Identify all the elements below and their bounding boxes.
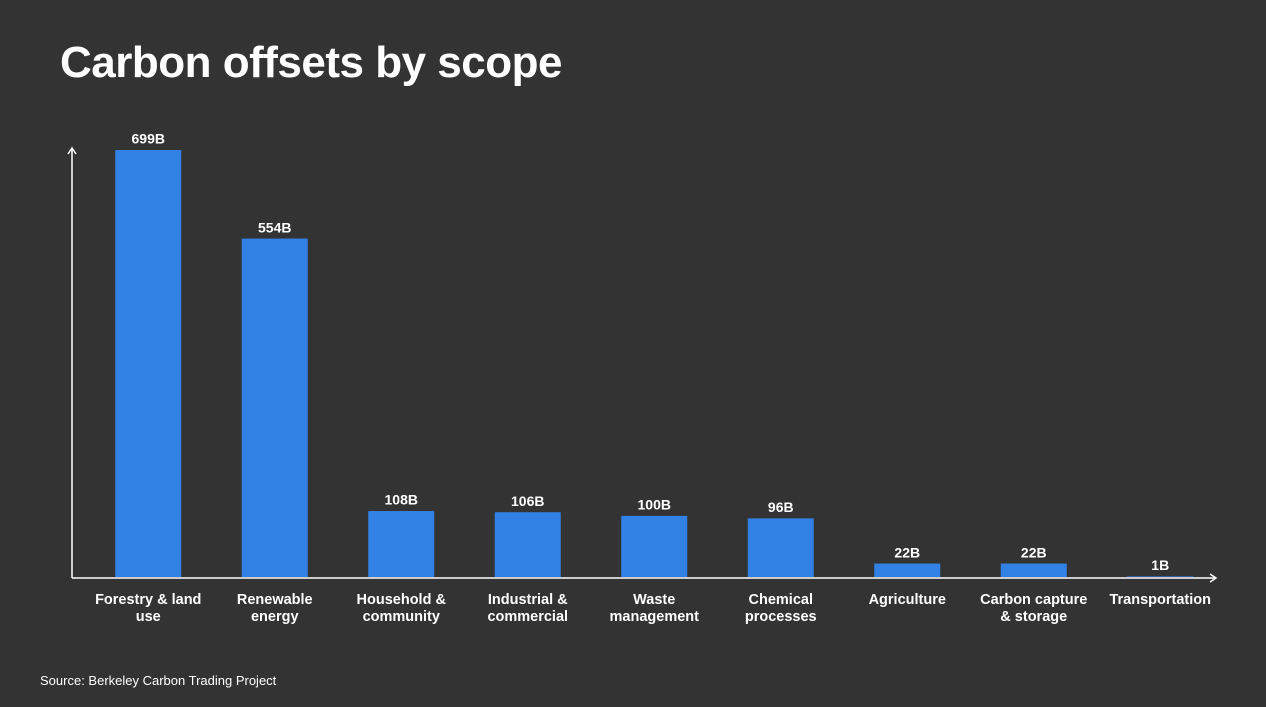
bar xyxy=(621,515,688,577)
x-tick-label: Carbon capture & storage xyxy=(980,592,1088,625)
value-label: 108B xyxy=(385,492,418,508)
x-tick-label: Transportation xyxy=(1109,592,1211,608)
x-tick-label: Chemical processes xyxy=(744,592,817,625)
bar xyxy=(494,512,561,577)
value-label: 22B xyxy=(1021,544,1047,560)
x-tick-label: Renewable energy xyxy=(236,592,313,625)
bar xyxy=(874,563,941,577)
bar xyxy=(241,238,308,577)
chart-title: Carbon offsets by scope xyxy=(60,38,562,87)
bar xyxy=(1000,563,1067,577)
value-label: 554B xyxy=(258,219,291,235)
x-tick-label: Forestry & land use xyxy=(95,592,202,625)
bar xyxy=(115,150,182,577)
value-label: 22B xyxy=(894,544,920,560)
value-label: 100B xyxy=(638,497,671,513)
value-label: 699B xyxy=(132,131,165,147)
bar xyxy=(368,511,435,577)
value-label: 106B xyxy=(511,493,544,509)
x-tick-label: Waste management xyxy=(609,592,699,625)
value-label: 1B xyxy=(1151,557,1169,573)
bar xyxy=(1127,576,1194,577)
x-tick-label: Household & community xyxy=(356,592,446,625)
bar xyxy=(747,518,814,577)
x-axis-arrow xyxy=(1209,573,1218,583)
value-label: 96B xyxy=(768,499,794,515)
x-tick-label: Industrial & commercial xyxy=(487,592,569,625)
y-axis-arrow xyxy=(67,146,77,155)
x-tick-label: Agriculture xyxy=(868,592,946,608)
source-note: Source: Berkeley Carbon Trading Project xyxy=(40,673,277,688)
